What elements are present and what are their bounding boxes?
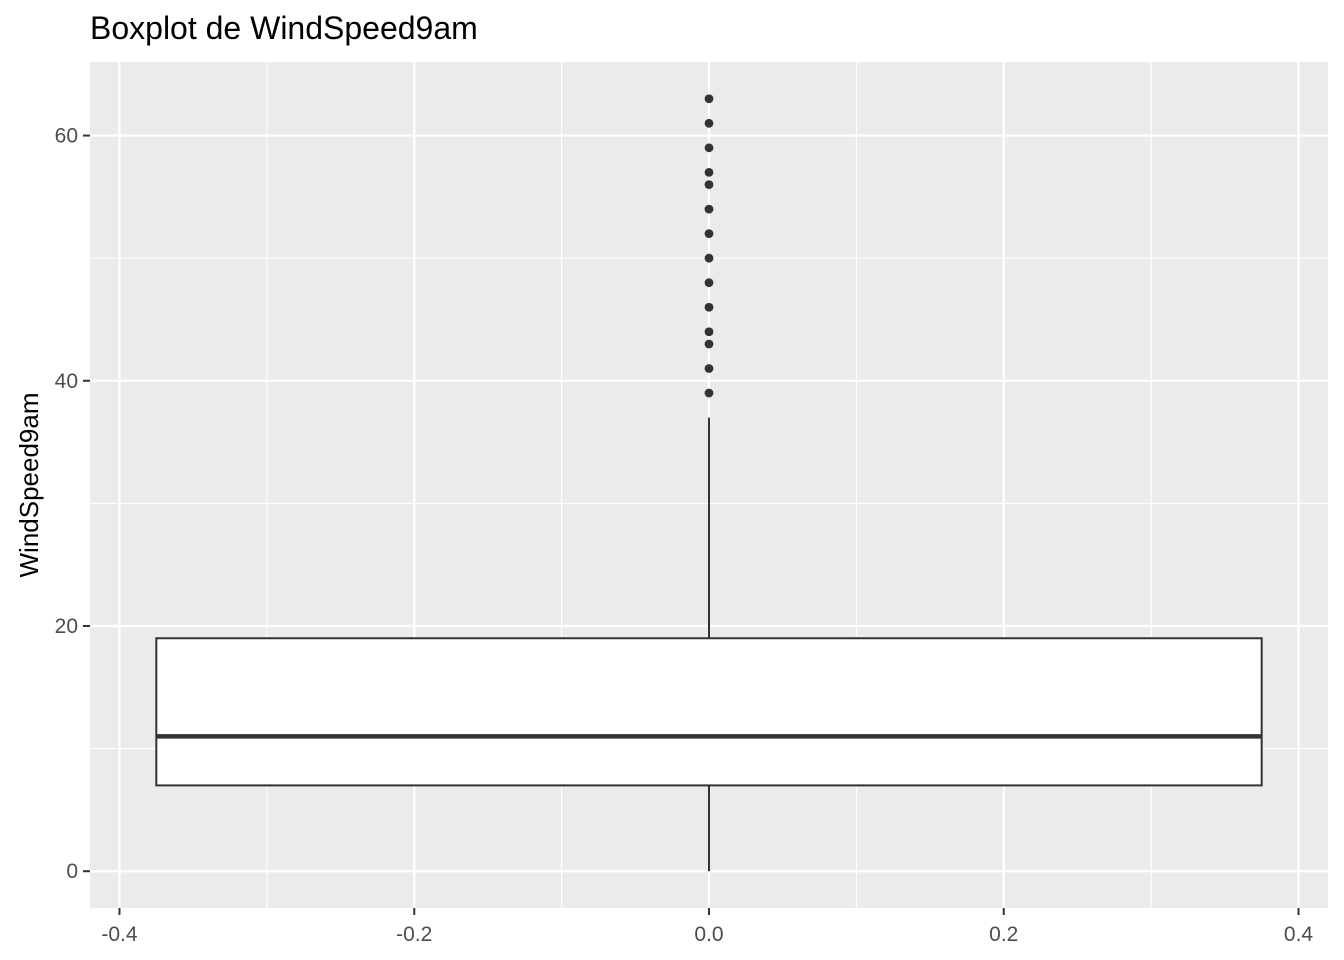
x-tick-label: -0.2 [396, 923, 432, 946]
outlier-point [704, 339, 714, 349]
x-tick-label: 0.2 [989, 923, 1018, 946]
chart-title: Boxplot de WindSpeed9am [90, 10, 478, 46]
outlier-point [704, 388, 714, 398]
y-tick-label: 0 [66, 860, 78, 883]
x-tick-label: 0.0 [694, 923, 723, 946]
outlier-point [704, 167, 714, 177]
y-tick-label: 40 [55, 370, 78, 393]
outlier-point [704, 143, 714, 153]
boxplot-series [155, 94, 1263, 872]
outlier-point [704, 278, 714, 288]
outlier-point [704, 118, 714, 128]
box-iqr [155, 637, 1263, 787]
x-axis: -0.4 -0.2 0.0 0.2 0.4 [101, 908, 1313, 946]
outlier-point [704, 180, 714, 190]
y-axis: 0 20 40 60 [55, 125, 90, 883]
y-axis-title: WindSpeed9am [14, 393, 44, 578]
y-tick-label: 20 [55, 615, 78, 638]
outlier-point [704, 327, 714, 337]
outlier-point [704, 229, 714, 239]
x-tick-label: -0.4 [101, 923, 138, 946]
y-tick-label: 60 [55, 125, 78, 148]
outlier-point [704, 204, 714, 214]
x-tick-label: 0.4 [1284, 923, 1314, 946]
outlier-point [704, 364, 714, 373]
outlier-point [704, 253, 714, 263]
outlier-point [704, 302, 714, 312]
outlier-point [704, 94, 714, 104]
